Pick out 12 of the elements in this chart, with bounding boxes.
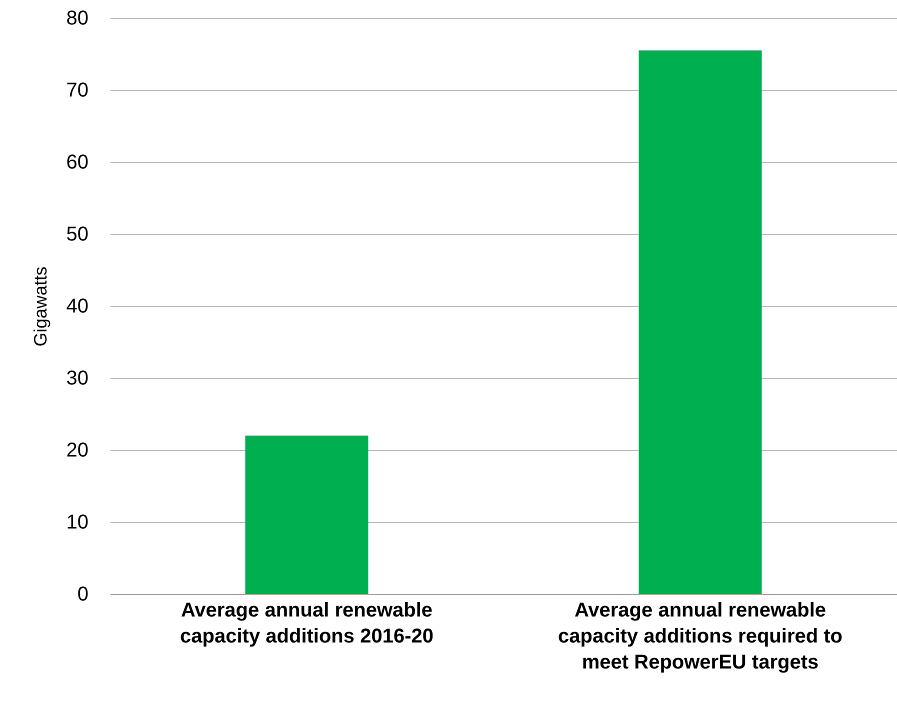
y-tick-label: 70 xyxy=(66,80,88,102)
y-tick-label: 20 xyxy=(66,440,88,462)
y-tick-label: 60 xyxy=(66,152,88,174)
y-axis-title: Gigawatts xyxy=(30,266,50,347)
x-tick-label: Average annual renewable capacity additions required to meet RepowerEU targets xyxy=(558,600,843,674)
x-tick-label: Average annual renewable capacity additions 2016-20 xyxy=(180,600,434,648)
y-tick-label: 40 xyxy=(66,296,88,318)
y-tick-label: 80 xyxy=(66,8,88,30)
y-tick-label: 0 xyxy=(77,584,88,606)
y-tick-label: 10 xyxy=(66,512,88,534)
y-tick-label: 30 xyxy=(66,368,88,390)
y-tick-label: 50 xyxy=(66,224,88,246)
